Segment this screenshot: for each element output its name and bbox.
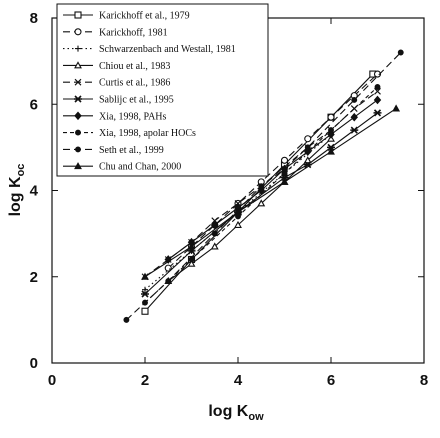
data-point	[327, 147, 335, 155]
legend-label: Chu and Chan, 2000	[99, 162, 181, 173]
legend-box	[56, 3, 269, 177]
data-point	[397, 49, 404, 56]
data-point	[327, 143, 335, 151]
data-point	[257, 199, 266, 207]
data-point	[280, 173, 289, 182]
x-axis-label-sub: ow	[248, 411, 264, 423]
data-point	[234, 207, 242, 216]
data-point	[258, 183, 265, 190]
series-10	[141, 104, 401, 280]
data-point	[373, 109, 382, 117]
y-tick-label: 6	[30, 96, 38, 113]
data-point	[187, 259, 196, 267]
legend-label: Schwarzenbach and Westall, 1981	[99, 44, 236, 55]
data-point	[123, 316, 130, 323]
y-tick-label: 4	[30, 183, 39, 200]
y-tick-label: 2	[30, 269, 38, 286]
y-tick-label: 8	[30, 10, 38, 27]
x-tick-label: 2	[141, 372, 149, 389]
legend-label: Seth et al., 1999	[99, 145, 164, 156]
x-tick-label: 8	[420, 372, 428, 389]
data-point	[327, 113, 335, 121]
data-point	[280, 177, 289, 185]
legend-label: Sablijc et al., 1995	[99, 95, 174, 106]
legend-label: Xia, 1998, apolar HOCs	[99, 128, 196, 139]
legend-entry: Xia, 1998, PAHs	[63, 111, 167, 122]
legend-entry: Karickhoff, 1981	[63, 27, 168, 38]
data-point	[280, 156, 289, 164]
data-point	[75, 45, 81, 52]
x-tick-label: 6	[327, 372, 335, 389]
data-point	[74, 111, 82, 121]
data-point	[141, 290, 149, 298]
data-point	[374, 84, 381, 90]
data-point	[74, 78, 82, 86]
data-point	[304, 144, 311, 151]
y-axis-label-main: log K	[7, 176, 24, 216]
data-point	[392, 104, 401, 112]
data-point	[141, 272, 149, 280]
data-point	[350, 112, 358, 122]
data-point	[211, 220, 219, 230]
series-9	[123, 49, 404, 323]
data-point	[351, 96, 358, 103]
series-line	[144, 112, 378, 295]
x-axis-label: log Kow	[208, 403, 264, 423]
legend-entry: Chu and Chan, 2000	[63, 162, 181, 173]
data-point	[328, 127, 334, 134]
x-tick-label: 4	[234, 372, 243, 389]
data-point	[210, 242, 219, 250]
legend-label: Karickhoff et al., 1979	[99, 11, 190, 22]
data-point	[373, 70, 382, 78]
data-point	[165, 278, 172, 285]
series-line	[167, 73, 378, 269]
data-point	[304, 135, 312, 143]
data-point	[374, 87, 381, 95]
series-line	[167, 99, 378, 260]
data-point	[211, 230, 218, 237]
data-point	[142, 286, 148, 293]
data-point	[74, 28, 82, 36]
series-layer	[123, 49, 404, 323]
data-point	[303, 156, 312, 164]
y-axis-label-sub: oc	[15, 164, 27, 177]
legend-entry: Seth et al., 1999	[63, 145, 164, 156]
data-point	[327, 130, 335, 139]
legend-entry: Chiou et al., 1983	[63, 61, 170, 72]
legend-label: Chiou et al., 1983	[99, 61, 170, 72]
legend-label: Curtis et al., 1986	[99, 78, 170, 89]
data-point	[74, 162, 82, 170]
legend-entry: Curtis et al., 1986	[63, 78, 170, 89]
legend-label: Xia, 1998, PAHs	[99, 111, 167, 122]
legend-label: Karickhoff, 1981	[99, 27, 168, 38]
data-point	[75, 146, 81, 153]
data-point	[350, 126, 359, 134]
legend-entry: Sablijc et al., 1995	[63, 95, 174, 106]
legend-entry: Xia, 1998, apolar HOCs	[63, 128, 196, 139]
data-point	[74, 11, 82, 19]
x-axis-label-main: log K	[208, 403, 248, 420]
y-tick-label: 0	[30, 355, 38, 372]
y-axis-label: log Koc	[7, 164, 27, 217]
series-7	[164, 95, 382, 264]
data-point	[234, 220, 242, 228]
data-point	[257, 186, 265, 195]
data-point	[187, 242, 196, 250]
data-point	[74, 61, 82, 69]
data-point	[141, 307, 149, 315]
series-line	[144, 86, 378, 304]
legend-entry: Karickhoff et al., 1979	[63, 11, 190, 22]
legend: Karickhoff et al., 1979 Karickhoff, 1981 S…	[56, 3, 269, 177]
data-point	[74, 95, 82, 103]
data-point	[281, 170, 288, 177]
data-point	[373, 95, 382, 105]
series-line	[144, 108, 397, 278]
legend-entry: Schwarzenbach and Westall, 1981	[63, 44, 236, 55]
x-tick-label: 0	[48, 372, 56, 389]
data-point	[75, 129, 81, 136]
